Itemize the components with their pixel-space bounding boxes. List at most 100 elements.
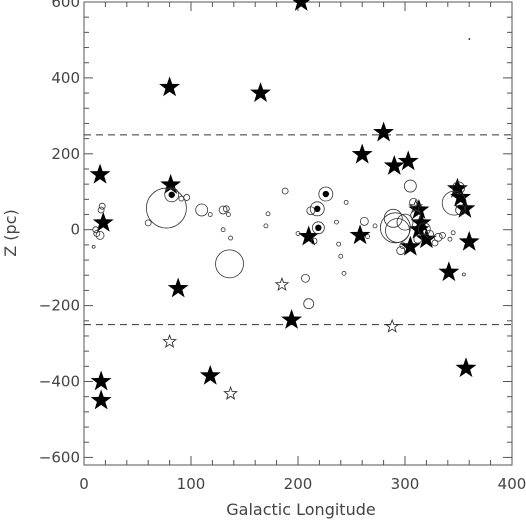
filled-dot-point — [168, 191, 175, 198]
open-circle-point — [413, 234, 423, 244]
filled-star-point — [410, 211, 432, 232]
open-circle-point — [91, 244, 96, 249]
x-tick-label: 100 — [177, 475, 206, 493]
y-tick-label: 600 — [51, 0, 80, 11]
filled-star-point — [298, 225, 320, 246]
open-circle-point — [410, 209, 422, 221]
open-circle-point — [403, 179, 417, 193]
open-circle-point — [92, 226, 100, 234]
open-circle-point — [183, 194, 191, 201]
open-circle-point — [220, 227, 226, 233]
open-circle-point — [452, 181, 465, 195]
open-circle-point — [228, 235, 233, 241]
open-circle-point — [396, 246, 406, 255]
filled-star-point — [160, 173, 182, 194]
open-circle-point — [218, 205, 228, 215]
open-circle-point — [303, 298, 315, 310]
open-circle-point — [447, 236, 453, 242]
filled-star-point — [351, 143, 373, 164]
filled-star-point — [455, 357, 477, 378]
y-tick-label: −400 — [39, 373, 80, 391]
filled-star-point — [90, 370, 112, 391]
x-axis-title: Galactic Longitude — [226, 500, 375, 519]
y-tick-label: 200 — [51, 145, 80, 163]
filled-star-point — [373, 121, 395, 142]
data-points — [89, 0, 480, 410]
open-circle-point — [263, 223, 269, 229]
open-circle-point — [399, 242, 407, 250]
open-circle-point — [343, 199, 349, 205]
open-circle-point — [455, 204, 467, 216]
open-circle-point — [145, 187, 187, 229]
filled-star-point — [199, 364, 221, 385]
tick-marks — [83, 1, 513, 465]
open-circle-point — [396, 213, 414, 231]
open-circle-point — [95, 230, 105, 240]
open-circle-point — [433, 232, 443, 242]
filled-dot-point — [322, 190, 330, 198]
filled-star-point — [167, 277, 189, 298]
filled-star-point — [292, 0, 310, 11]
open-circle-point — [144, 219, 152, 227]
filled-dot-point — [314, 205, 321, 213]
filled-dot-point — [455, 184, 462, 192]
open-circle-point — [417, 222, 431, 236]
filled-star-point — [450, 186, 472, 207]
open-circle-point — [195, 203, 209, 217]
open-circle-point — [334, 219, 339, 225]
open-circle-point — [309, 201, 325, 217]
filled-star-point — [399, 235, 421, 256]
open-circle-point — [301, 273, 310, 283]
open-circle-point — [215, 249, 244, 279]
open-circle-point — [164, 187, 180, 203]
filled-dot-point — [315, 224, 322, 232]
y-tick-label: 0 — [70, 221, 80, 239]
reference-lines — [84, 134, 512, 326]
open-circle-point — [265, 211, 271, 217]
filled-star-point — [458, 230, 480, 251]
x-tick-label: 200 — [284, 475, 313, 493]
filled-star-point — [92, 211, 114, 232]
plot-frame — [83, 1, 513, 466]
open-circle-point — [222, 205, 230, 213]
filled-star-point — [159, 76, 181, 97]
open-circle-point — [281, 187, 289, 195]
filled-star-point — [89, 163, 111, 184]
open-circle-point — [365, 234, 370, 239]
y-tick-label: 400 — [51, 69, 80, 87]
open-circle-point — [178, 195, 185, 202]
open-circle-point — [372, 223, 378, 229]
open-star-point — [162, 333, 178, 348]
x-tick-label: 400 — [498, 475, 526, 493]
y-axis-title: Z (pc) — [1, 209, 20, 256]
open-circle-point — [93, 230, 101, 237]
open-circle-point — [310, 237, 318, 245]
open-circle-point — [359, 216, 369, 226]
open-circle-point — [441, 190, 467, 216]
stray-dot-mark: . — [467, 26, 472, 44]
y-tick-label: −200 — [39, 297, 80, 315]
open-star-point — [384, 318, 400, 333]
filled-star-point — [250, 82, 272, 102]
y-tick-label: −600 — [39, 448, 80, 466]
open-circle-point — [311, 221, 325, 235]
x-tick-label: 0 — [79, 475, 89, 493]
open-star-point — [408, 199, 424, 214]
tick-labels: 0 100 200 300 400 −600 −400 −200 0 200 400 600 — [39, 0, 526, 493]
open-circle-point — [207, 212, 213, 217]
open-star-point — [274, 276, 290, 292]
open-circle-point — [336, 241, 342, 247]
filled-star-point — [415, 228, 437, 249]
open-circle-point — [425, 229, 435, 239]
open-circle-point — [439, 231, 446, 239]
x-tick-label: 300 — [391, 475, 420, 493]
filled-star-point — [397, 150, 419, 171]
open-circle-point — [97, 206, 105, 214]
open-circle-point — [341, 270, 347, 276]
filled-star-point — [438, 261, 460, 282]
filled-star-point — [281, 309, 303, 329]
open-circle-point — [226, 212, 231, 217]
filled-star-point — [90, 389, 112, 410]
open-circle-point — [338, 253, 344, 259]
